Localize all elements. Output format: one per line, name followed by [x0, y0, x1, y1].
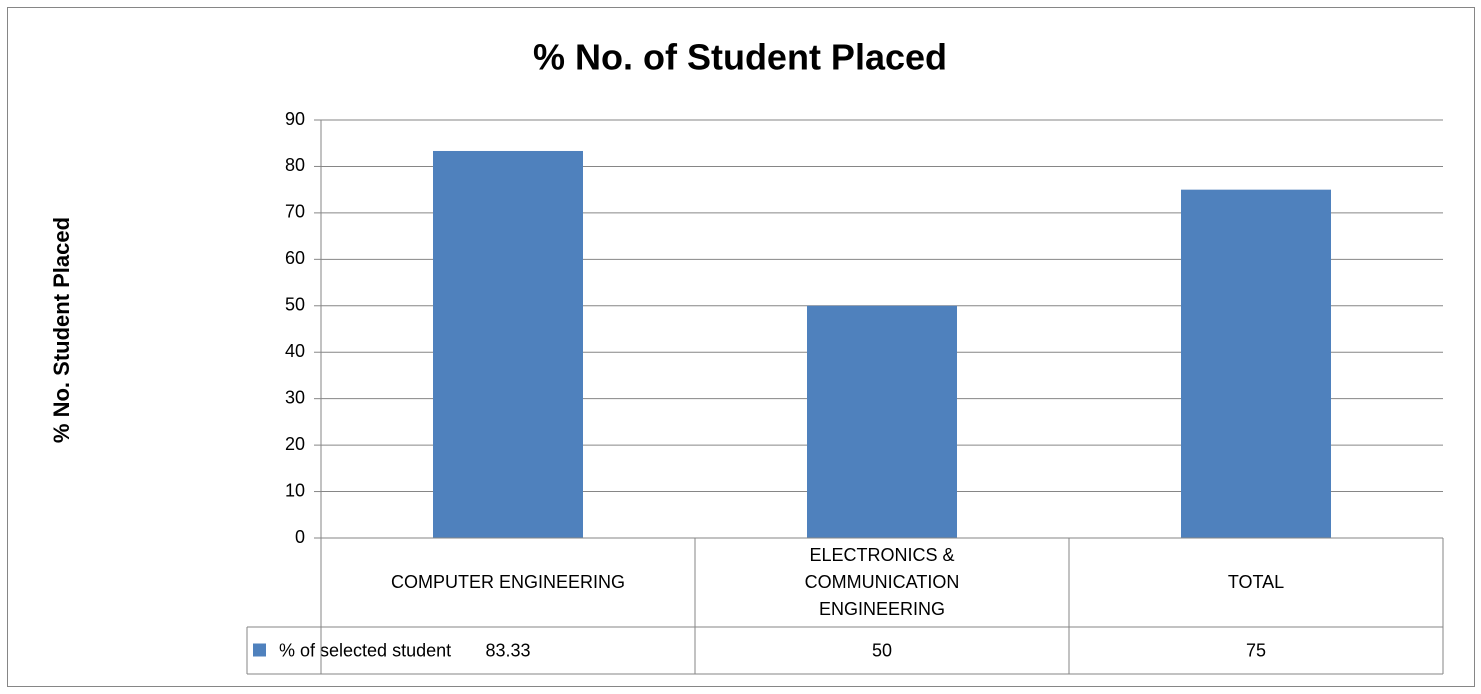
bar	[433, 150, 583, 538]
y-tick-label: 0	[295, 527, 305, 547]
y-tick-label: 20	[285, 434, 305, 454]
legend-swatch	[253, 643, 266, 657]
y-tick-label: 30	[285, 387, 305, 407]
x-tick-label: ELECTRONICS & COMMUNICATION ENGINEERING	[804, 545, 960, 619]
y-tick-label: 50	[285, 295, 305, 315]
data-table-value: 50	[872, 640, 892, 660]
x-tick-label: COMPUTER ENGINEERING	[390, 572, 626, 592]
data-table-value: 75	[1246, 640, 1266, 660]
y-axis-title: % No. Student Placed	[49, 217, 74, 443]
bar	[807, 305, 957, 538]
chart-title: % No. of Student Placed	[533, 37, 947, 78]
data-table-value: 83.33	[485, 640, 530, 660]
legend-label: % of selected student	[279, 640, 451, 660]
y-tick-label: 90	[285, 109, 305, 129]
y-tick-label: 10	[285, 480, 305, 500]
y-tick-label: 60	[285, 248, 305, 268]
y-tick-label: 40	[285, 341, 305, 361]
y-tick-label: 80	[285, 155, 305, 175]
bar	[1181, 189, 1331, 538]
x-tick-label: TOTAL	[1227, 572, 1285, 592]
y-tick-label: 70	[285, 202, 305, 222]
